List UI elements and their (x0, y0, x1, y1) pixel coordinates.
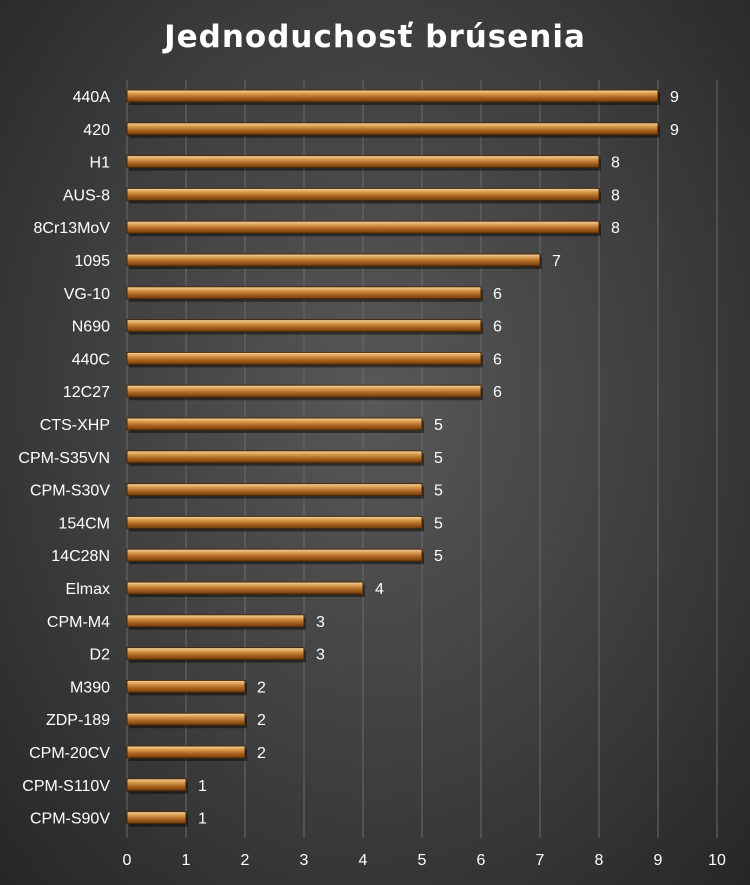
bar-ZDP-189 (126, 712, 246, 726)
bar-Elmax (126, 581, 364, 595)
x-tick-label: 0 (123, 852, 132, 869)
category-label: VG-10 (64, 286, 110, 303)
category-label: CPM-M4 (47, 614, 110, 631)
value-label: 6 (493, 384, 502, 401)
x-tick-label: 8 (595, 852, 604, 869)
value-label: 8 (611, 220, 620, 237)
category-label: Elmax (66, 581, 110, 598)
value-label: 3 (316, 614, 325, 631)
category-label: M390 (70, 679, 110, 696)
bar-N690 (126, 319, 482, 333)
category-label: CTS-XHP (40, 417, 110, 434)
category-label: N690 (72, 319, 110, 336)
x-axis-ticks: 0 1 2 3 4 5 6 7 8 9 10 (123, 852, 726, 869)
chart-title: Jednoduchosť brúsenia (162, 19, 586, 55)
category-label: CPM-S35VN (18, 450, 110, 467)
category-label: CPM-20CV (29, 745, 110, 762)
value-label: 5 (434, 450, 443, 467)
bar-CPM-S30V (126, 483, 423, 497)
bar-CPM-M4 (126, 614, 305, 628)
category-label: 8Cr13MoV (34, 220, 111, 237)
value-label: 2 (257, 712, 266, 729)
bar-CPM-S110V (126, 778, 187, 792)
category-label: 154CM (58, 515, 110, 532)
value-label: 6 (493, 319, 502, 336)
value-label: 7 (552, 253, 561, 270)
bar-1095 (126, 253, 541, 267)
value-label: 8 (611, 155, 620, 172)
value-label: 6 (493, 351, 502, 368)
value-label: 8 (611, 187, 620, 204)
bar-440A (126, 89, 659, 103)
category-label: AUS-8 (63, 187, 110, 204)
bar-CPM-S35VN (126, 450, 423, 464)
bar-AUS-8 (126, 187, 600, 201)
bar-VG-10 (126, 286, 482, 300)
value-label: 5 (434, 548, 443, 565)
value-label: 5 (434, 515, 443, 532)
category-label: H1 (90, 155, 111, 172)
x-tick-label: 5 (418, 852, 427, 869)
bar-420 (126, 122, 659, 136)
category-label: 14C28N (51, 548, 110, 565)
value-label: 2 (257, 679, 266, 696)
value-label: 3 (316, 647, 325, 664)
category-label: D2 (90, 647, 111, 664)
value-label: 6 (493, 286, 502, 303)
category-label: 1095 (74, 253, 110, 270)
y-axis-labels: 440A 420 H1 AUS-8 8Cr13MoV 1095 VG-10 N690 440C 1… (18, 89, 110, 828)
x-tick-label: 10 (708, 852, 726, 869)
category-label: 440A (73, 89, 111, 106)
category-label: CPM-S30V (30, 483, 110, 500)
x-tick-label: 4 (359, 852, 368, 869)
value-label: 2 (257, 745, 266, 762)
bar-CPM-S90V (126, 811, 187, 825)
x-tick-label: 9 (654, 852, 663, 869)
value-label: 5 (434, 483, 443, 500)
category-label: 420 (83, 122, 110, 139)
value-label: 1 (198, 811, 207, 828)
bar-M390 (126, 679, 246, 693)
value-label: 9 (670, 89, 679, 106)
x-tick-label: 3 (300, 852, 309, 869)
x-tick-label: 7 (536, 852, 545, 869)
bar-14C28N (126, 548, 423, 562)
bar-CPM-20CV (126, 745, 246, 759)
value-label: 4 (375, 581, 384, 598)
value-label: 9 (670, 122, 679, 139)
value-label: 1 (198, 778, 207, 795)
bar-D2 (126, 647, 305, 661)
category-label: ZDP-189 (46, 712, 110, 729)
value-label: 5 (434, 417, 443, 434)
x-tick-label: 6 (477, 852, 486, 869)
category-label: CPM-S90V (30, 811, 110, 828)
bar-12C27 (126, 384, 482, 398)
x-tick-label: 1 (182, 852, 191, 869)
data-labels: 9 9 8 8 8 7 6 6 6 6 5 5 5 5 5 4 3 3 2 2 2 1 1 (198, 89, 679, 828)
category-label: 440C (72, 351, 110, 368)
bar-H1 (126, 155, 600, 169)
bar-CTS-XHP (126, 417, 423, 431)
x-tick-label: 2 (241, 852, 250, 869)
bar-8Cr13MoV (126, 220, 600, 234)
bar-440C (126, 351, 482, 365)
category-label: 12C27 (63, 384, 110, 401)
category-label: CPM-S110V (22, 778, 110, 795)
bar-154CM (126, 515, 423, 529)
bars (126, 89, 660, 827)
